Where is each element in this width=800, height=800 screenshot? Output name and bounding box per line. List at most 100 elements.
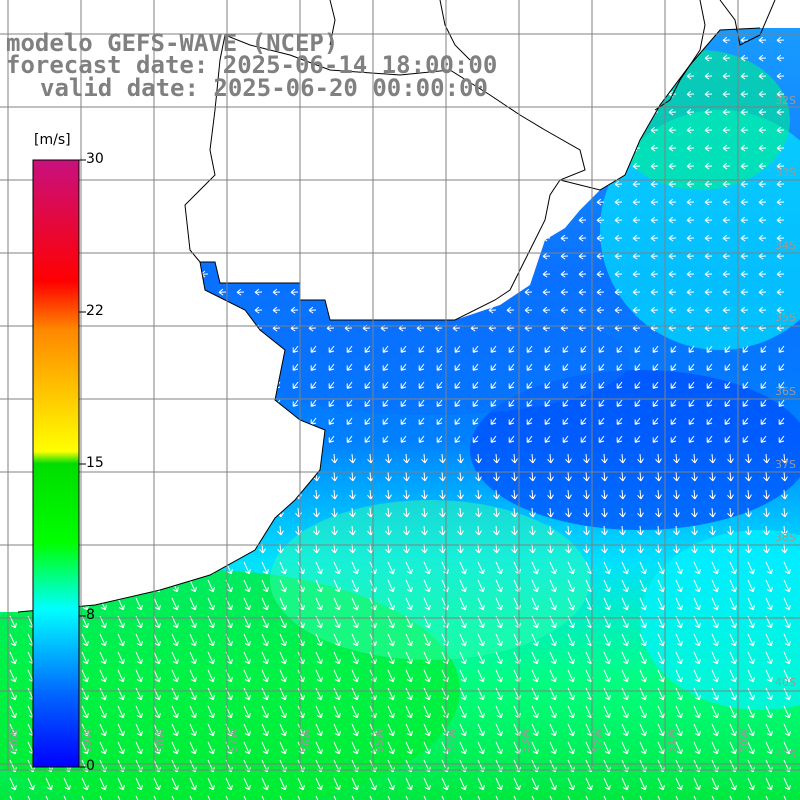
wind-arrow [202, 417, 209, 425]
wind-arrow [652, 381, 659, 389]
wind-arrow [632, 108, 641, 116]
wind-arrow [711, 795, 719, 800]
wind-arrow [632, 216, 641, 224]
wind-arrow [650, 288, 659, 296]
wind-arrow [542, 108, 551, 116]
wind-arrow [722, 108, 731, 116]
wind-arrow [81, 669, 89, 683]
wind-arrow [313, 489, 320, 500]
wind-arrow [747, 597, 755, 611]
wind-arrow [205, 471, 212, 482]
wind-arrow [637, 471, 644, 482]
wind-arrow [724, 381, 731, 389]
wind-arrow [189, 651, 197, 665]
wind-arrow [668, 126, 677, 134]
wind-arrow [416, 306, 425, 314]
wind-arrow [333, 651, 341, 665]
wind-arrow [567, 669, 575, 683]
wind-arrow [693, 687, 701, 701]
wind-arrow [146, 252, 155, 260]
wind-arrow [693, 633, 701, 647]
wind-arrow [760, 435, 767, 443]
wind-arrow [675, 597, 683, 611]
wind-arrow [472, 381, 479, 389]
wind-arrow [236, 108, 245, 116]
wind-arrow [614, 144, 623, 152]
wind-arrow [704, 54, 713, 62]
wind-arrow [99, 777, 107, 791]
wind-arrow [346, 381, 353, 389]
wind-arrow [765, 705, 773, 719]
wind-arrow [254, 234, 263, 242]
wind-arrow [490, 435, 497, 443]
wind-arrow [531, 597, 539, 611]
wind-arrow [164, 288, 173, 296]
wind-arrow [261, 669, 269, 683]
wind-arrow [457, 507, 464, 518]
wind-arrow [236, 180, 245, 188]
wind-arrow [279, 597, 287, 611]
wind-arrow [783, 687, 791, 701]
wind-arrow [470, 198, 479, 206]
wind-arrow [562, 399, 569, 407]
wind-arrow [596, 162, 605, 170]
wind-arrow [547, 507, 554, 518]
wind-arrow [704, 234, 713, 242]
wind-arrow [495, 741, 503, 755]
wind-arrow [580, 363, 587, 371]
wind-arrow [416, 234, 425, 242]
wind-arrow [706, 399, 713, 407]
wind-arrow [439, 489, 446, 500]
wind-arrow [506, 126, 515, 134]
colorbar [32, 159, 80, 768]
wind-arrow [704, 126, 713, 134]
wind-arrow [776, 36, 785, 44]
wind-arrow [110, 252, 119, 260]
wind-arrow [292, 381, 299, 389]
colorbar-tick-label: 15 [86, 455, 104, 471]
wind-arrow [56, 108, 65, 116]
wind-arrow [688, 363, 695, 371]
wind-arrow [776, 288, 785, 296]
wind-arrow [531, 669, 539, 683]
wind-arrow [236, 144, 245, 152]
wind-arrow [652, 345, 659, 353]
wind-arrow [722, 198, 731, 206]
wind-arrow [153, 669, 161, 683]
wind-arrow [657, 561, 665, 575]
wind-arrow [693, 777, 701, 791]
wind-arrow [567, 597, 575, 611]
wind-arrow [400, 435, 407, 443]
wind-arrow [182, 288, 191, 296]
wind-arrow [81, 579, 89, 593]
wind-arrow [526, 435, 533, 443]
wind-arrow [243, 579, 251, 593]
wind-arrow [421, 489, 428, 500]
wind-arrow [531, 777, 539, 791]
wind-arrow [182, 198, 191, 206]
colorbar-tick-label: 22 [86, 303, 104, 319]
wind-arrow [614, 162, 623, 170]
wind-arrow [758, 306, 767, 314]
wind-arrow [236, 234, 245, 242]
wind-arrow [549, 651, 557, 665]
wind-arrow [508, 399, 515, 407]
wind-arrow [423, 597, 431, 611]
wind-arrow [133, 453, 140, 464]
wind-arrow [207, 561, 215, 575]
wind-arrow [722, 270, 731, 278]
wind-arrow [166, 363, 173, 371]
wind-arrow [693, 705, 701, 719]
wind-arrow [724, 345, 731, 353]
wind-arrow [207, 705, 215, 719]
lat-label: 40S [775, 676, 796, 689]
wind-arrow [616, 435, 623, 443]
wind-arrow [110, 216, 119, 224]
wind-arrow [526, 417, 533, 425]
wind-arrow [688, 345, 695, 353]
wind-arrow [495, 687, 503, 701]
wind-arrow [470, 252, 479, 260]
wind-arrow [331, 525, 338, 536]
wind-arrow [135, 777, 143, 791]
wind-arrow [315, 723, 323, 737]
